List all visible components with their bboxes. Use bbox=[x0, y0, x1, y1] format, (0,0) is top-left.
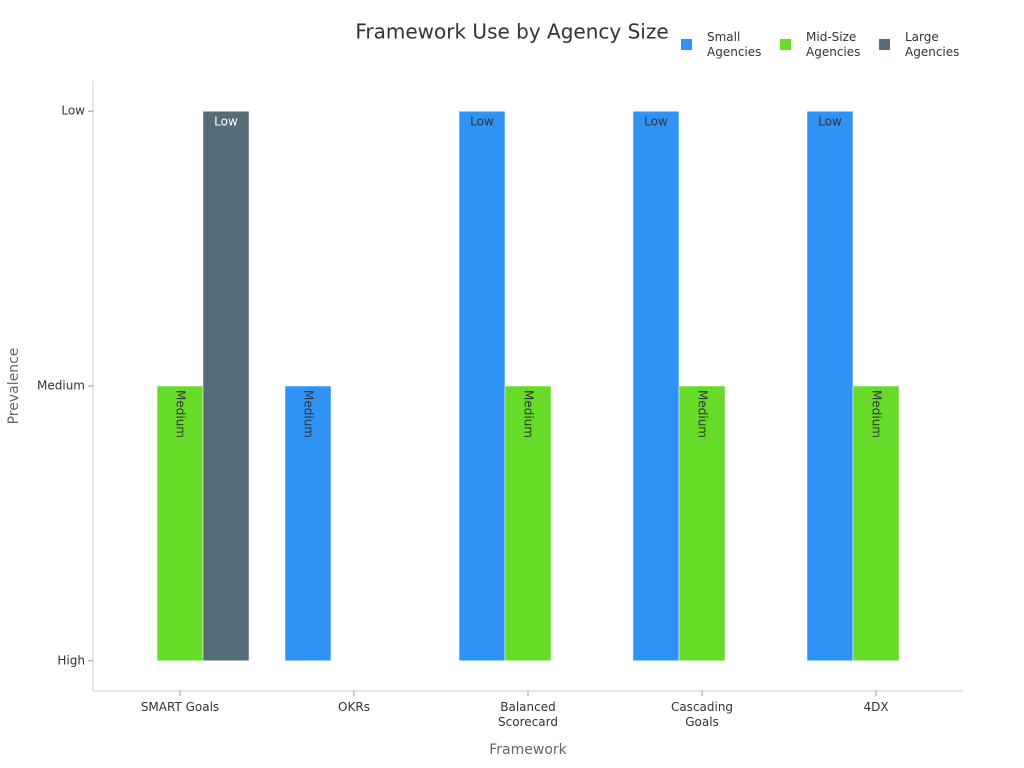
x-tick-label: 4DX bbox=[863, 700, 889, 714]
bar bbox=[284, 385, 332, 662]
legend-swatch bbox=[879, 39, 890, 50]
x-tick-label: SMART Goals bbox=[140, 700, 220, 714]
value-label: Medium bbox=[302, 390, 316, 438]
chart-title: Framework Use by Agency Size bbox=[355, 20, 668, 44]
legend-label: Mid-Size Agencies bbox=[806, 30, 861, 59]
y-tick-label: Medium bbox=[37, 379, 85, 393]
value-label: Medium bbox=[696, 390, 710, 438]
legend-swatch bbox=[681, 39, 692, 50]
x-tick-label: Cascading Goals bbox=[670, 700, 734, 729]
bar bbox=[458, 110, 506, 662]
bar bbox=[632, 110, 680, 662]
y-tick-label: Low bbox=[61, 104, 85, 118]
bar bbox=[504, 385, 552, 662]
x-tick-label: Balanced Scorecard bbox=[498, 700, 558, 729]
bar bbox=[806, 110, 854, 662]
value-label: Low bbox=[644, 115, 668, 129]
value-label: Medium bbox=[522, 390, 536, 438]
bar bbox=[156, 385, 204, 662]
value-label: Low bbox=[214, 115, 238, 129]
value-label: Low bbox=[470, 115, 494, 129]
y-axis-title: Prevalence bbox=[6, 348, 22, 425]
legend-swatch bbox=[780, 39, 791, 50]
value-label: Medium bbox=[870, 390, 884, 438]
bar bbox=[678, 385, 726, 662]
legend-label: Large Agencies bbox=[905, 30, 960, 59]
bar bbox=[852, 385, 900, 662]
value-label: Low bbox=[818, 115, 842, 129]
x-axis-title: Framework bbox=[489, 742, 567, 758]
legend-label: Small Agencies bbox=[707, 30, 762, 59]
value-label: Medium bbox=[174, 390, 188, 438]
bar bbox=[202, 110, 250, 662]
y-tick-label: High bbox=[57, 653, 85, 667]
x-tick-label: OKRs bbox=[338, 700, 370, 714]
